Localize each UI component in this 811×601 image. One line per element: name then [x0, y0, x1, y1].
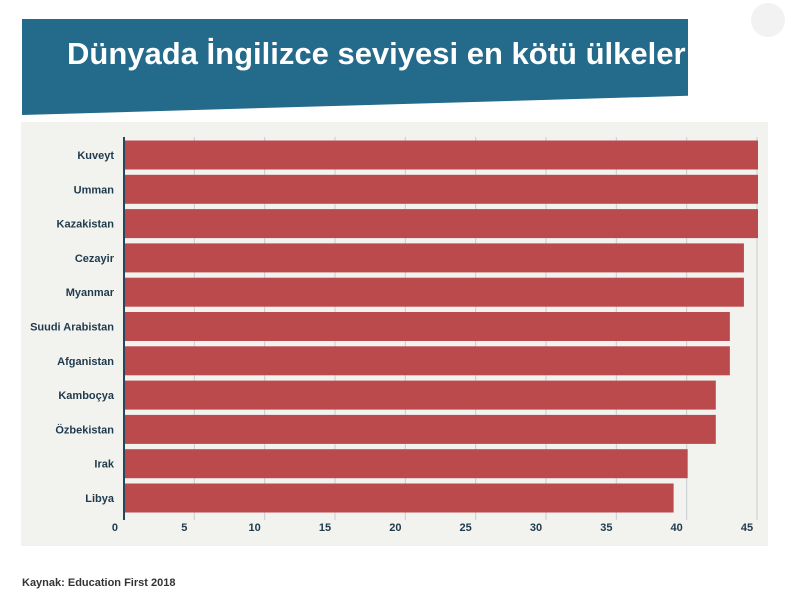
page-title: Dünyada İngilizce seviyesi en kötü ülkel…: [67, 36, 686, 71]
bar-10: [125, 483, 674, 513]
bar-6: [125, 346, 730, 376]
bar-7: [125, 380, 716, 410]
bar-9: [125, 449, 688, 479]
x-tick-label-9: 45: [741, 522, 753, 534]
x-tick-label-8: 40: [671, 522, 683, 534]
category-label-5: Suudi Arabistan: [30, 322, 114, 334]
bar-8: [125, 414, 716, 444]
category-label-10: Libya: [85, 493, 115, 505]
corner-circle-decoration: [751, 3, 785, 37]
x-tick-label-1: 5: [181, 522, 187, 534]
bar-0: [125, 140, 758, 170]
title-banner: [22, 19, 688, 115]
category-label-6: Afganistan: [57, 356, 114, 368]
bar-5: [125, 312, 730, 341]
x-tick-label-4: 20: [389, 522, 401, 534]
bar-2: [125, 209, 758, 239]
category-label-9: Irak: [94, 459, 114, 471]
x-tick-label-6: 30: [530, 522, 542, 534]
category-label-1: Umman: [74, 184, 115, 196]
x-tick-label-2: 10: [249, 522, 261, 534]
x-tick-label-0: 0: [112, 522, 118, 534]
x-tick-label-7: 35: [600, 522, 612, 534]
category-label-7: Kamboçya: [58, 390, 115, 402]
x-tick-label-3: 15: [319, 522, 331, 534]
category-label-8: Özbekistan: [55, 423, 114, 436]
bar-4: [125, 277, 744, 307]
source-note: Kaynak: Education First 2018: [22, 577, 176, 589]
bar-3: [125, 243, 744, 273]
category-label-3: Cezayir: [75, 253, 115, 265]
category-label-2: Kazakistan: [57, 219, 115, 231]
x-tick-label-5: 25: [460, 522, 472, 534]
category-label-4: Myanmar: [66, 287, 115, 299]
bar-1: [125, 174, 758, 204]
category-label-0: Kuveyt: [77, 150, 114, 162]
